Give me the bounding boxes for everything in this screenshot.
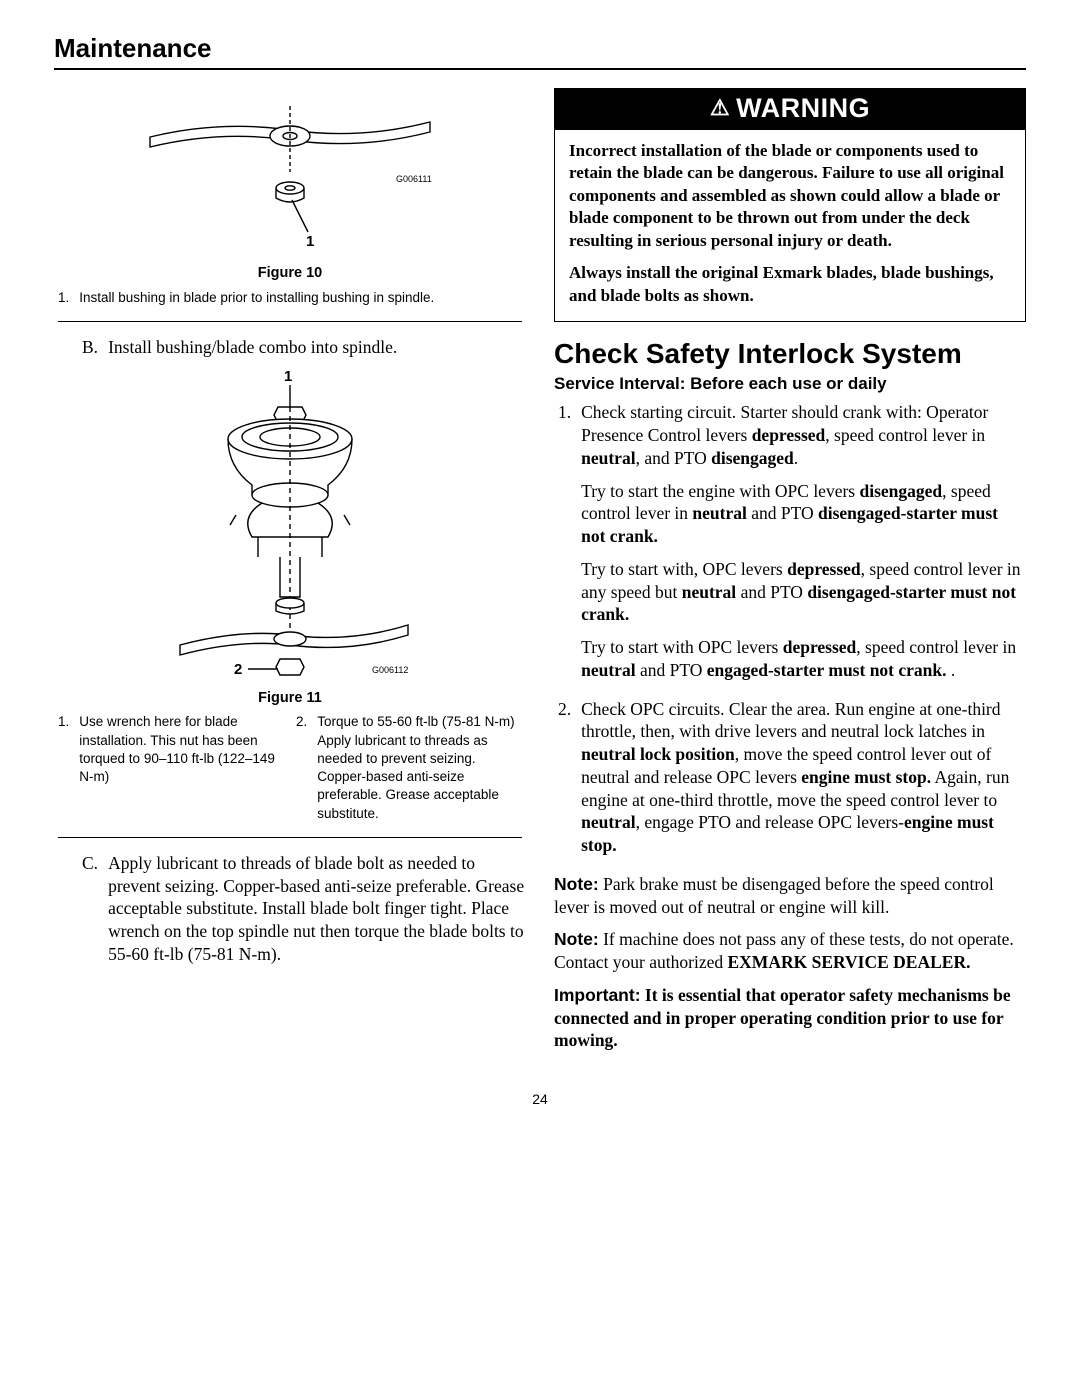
- figure-code: G006112: [372, 665, 408, 675]
- spindle-assembly-illustration: 1 2 G006112: [140, 367, 440, 687]
- section-heading: Check Safety Interlock System: [554, 338, 1026, 369]
- note-2: Note: If machine does not pass any of th…: [554, 928, 1026, 974]
- two-column-layout: G006111 1 Figure 10 1. Install bushing i…: [54, 88, 1026, 1062]
- step-letter: B.: [82, 336, 98, 359]
- separator: [58, 837, 522, 838]
- callout-2: 2: [234, 661, 242, 678]
- warning-box: ⚠WARNING Incorrect installation of the b…: [554, 88, 1026, 322]
- warning-header: ⚠WARNING: [555, 89, 1025, 130]
- figure-11-caption: Figure 11: [54, 689, 526, 708]
- list-item-2: 2. Check OPC circuits. Clear the area. R…: [554, 698, 1026, 867]
- paragraph: Check starting circuit. Starter should c…: [581, 401, 1026, 469]
- separator: [58, 321, 522, 322]
- note-1: Note: Park brake must be disengaged befo…: [554, 873, 1026, 919]
- warning-label: WARNING: [736, 93, 870, 123]
- note-number: 1.: [58, 289, 69, 307]
- check-list: 1. Check starting circuit. Starter shoul…: [554, 401, 1026, 867]
- note-number: 1.: [58, 713, 69, 822]
- warning-paragraph-1: Incorrect installation of the blade or c…: [569, 140, 1011, 252]
- service-interval-heading: Service Interval: Before each use or dai…: [554, 373, 1026, 395]
- step-text: Install bushing/blade combo into spindle…: [108, 336, 397, 359]
- figure-10-caption: Figure 10: [54, 264, 526, 283]
- callout-1: 1: [306, 233, 314, 250]
- note-text: Torque to 55-60 ft-lb (75-81 N-m) Apply …: [317, 713, 522, 822]
- paragraph: Try to start the engine with OPC levers …: [581, 480, 1026, 548]
- callout-1: 1: [284, 368, 292, 385]
- figure-11: 1 2 G006112 Figure 11: [54, 367, 526, 708]
- note-text: Use wrench here for blade installation. …: [79, 713, 284, 822]
- warning-paragraph-2: Always install the original Exmark blade…: [569, 262, 1011, 307]
- paragraph: Try to start with, OPC levers depressed,…: [581, 558, 1026, 626]
- item-number: 1.: [558, 401, 571, 691]
- paragraph: Try to start with OPC levers depressed, …: [581, 636, 1026, 682]
- note-number: 2.: [296, 713, 307, 822]
- figure-code: G006111: [396, 174, 432, 184]
- warning-body: Incorrect installation of the blade or c…: [555, 130, 1025, 321]
- page-title: Maintenance: [54, 32, 1026, 70]
- blade-bushing-illustration: G006111 1: [130, 92, 450, 262]
- note-text: Install bushing in blade prior to instal…: [79, 289, 434, 307]
- right-column: ⚠WARNING Incorrect installation of the b…: [554, 88, 1026, 1062]
- step-text: Apply lubricant to threads of blade bolt…: [108, 852, 526, 966]
- step-b: B. Install bushing/blade combo into spin…: [82, 336, 526, 359]
- important-note: Important: It is essential that operator…: [554, 984, 1026, 1052]
- warning-icon: ⚠: [710, 95, 730, 120]
- step-c: C. Apply lubricant to threads of blade b…: [82, 852, 526, 966]
- figure-11-notes: 1. Use wrench here for blade installatio…: [58, 713, 522, 822]
- item-number: 2.: [558, 698, 571, 867]
- figure-10: G006111 1 Figure 10: [54, 92, 526, 283]
- list-item-1: 1. Check starting circuit. Starter shoul…: [554, 401, 1026, 691]
- figure-10-notes: 1. Install bushing in blade prior to ins…: [58, 289, 522, 307]
- paragraph: Check OPC circuits. Clear the area. Run …: [581, 698, 1026, 857]
- step-letter: C.: [82, 852, 98, 966]
- page-number: 24: [54, 1090, 1026, 1108]
- left-column: G006111 1 Figure 10 1. Install bushing i…: [54, 88, 526, 1062]
